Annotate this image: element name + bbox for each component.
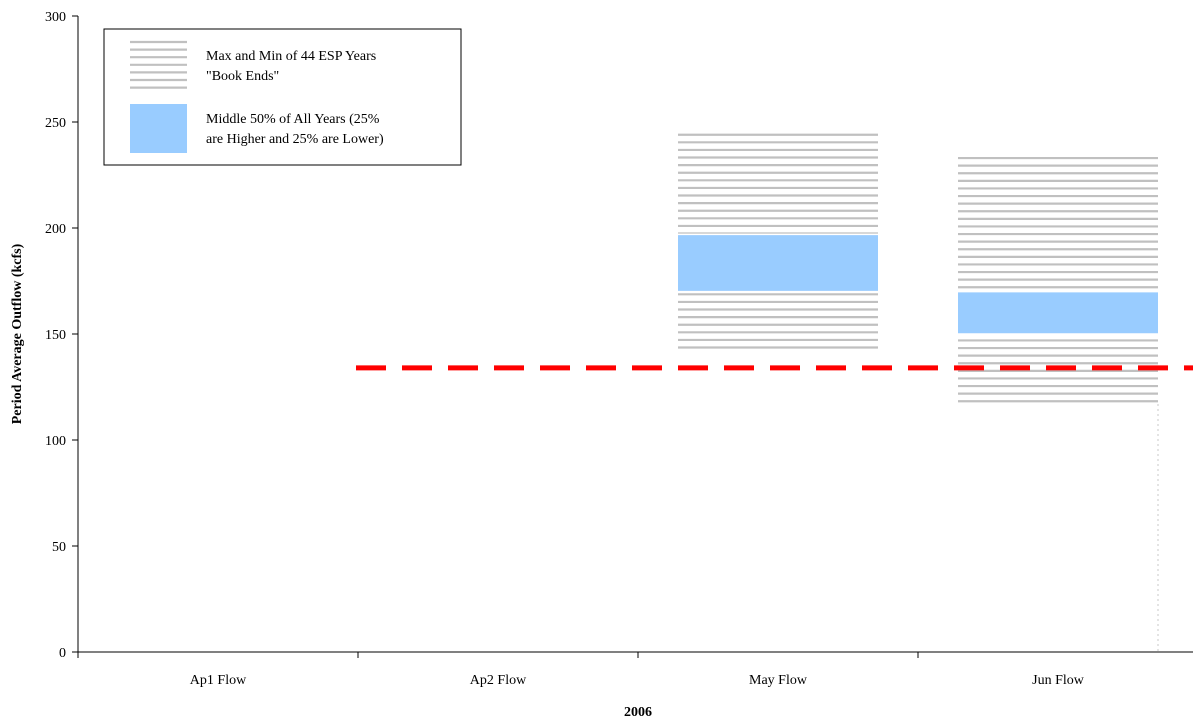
x-tick-label: Jun Flow	[1032, 673, 1085, 688]
legend-swatch-bookends	[130, 40, 187, 89]
legend-label-bookends-line2: "Book Ends"	[206, 69, 279, 84]
y-tick-label: 100	[45, 434, 66, 449]
x-tick-label: Ap1 Flow	[190, 673, 247, 688]
legend-label-middle-line1: Middle 50% of All Years (25%	[206, 112, 380, 127]
y-ticks: 0 50 100 150 200 250 300	[45, 10, 78, 661]
plot-area	[356, 133, 1193, 652]
x-axis-title: 2006	[624, 705, 652, 720]
y-tick-label: 200	[45, 222, 66, 237]
legend-label-bookends-line1: Max and Min of 44 ESP Years	[206, 49, 376, 64]
bookends-bar	[958, 156, 1158, 403]
x-ticks: Ap1 Flow Ap2 Flow May Flow Jun Flow	[77, 652, 1085, 688]
legend-swatch-middle	[130, 104, 187, 153]
y-axis-title: Period Average Outflow (kcfs)	[10, 243, 25, 424]
y-tick-label: 250	[45, 116, 66, 131]
y-tick-label: 300	[45, 10, 66, 25]
y-tick-label: 50	[52, 540, 66, 555]
middle-50-bar	[958, 291, 1158, 334]
legend-label-middle-line2: are Higher and 25% are Lower)	[206, 132, 384, 147]
y-tick-label: 0	[59, 646, 66, 661]
middle-50-bar	[678, 234, 878, 292]
legend: Max and Min of 44 ESP Years "Book Ends" …	[103, 28, 462, 166]
x-tick-label: Ap2 Flow	[470, 673, 527, 688]
y-tick-label: 150	[45, 328, 66, 343]
x-tick-label: May Flow	[749, 673, 808, 688]
